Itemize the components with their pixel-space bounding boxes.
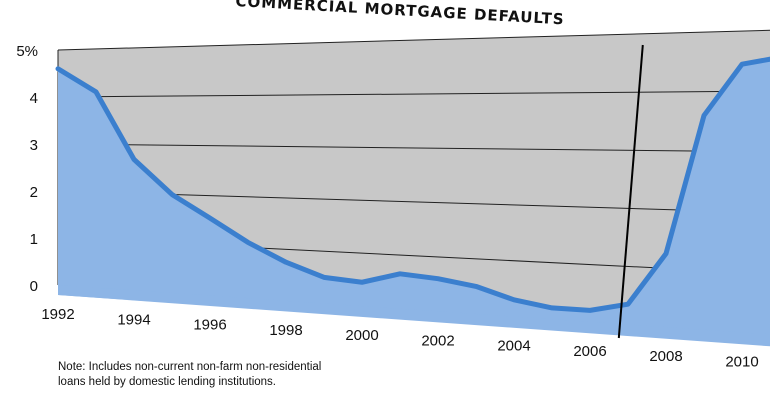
data-line — [55, 44, 770, 339]
gridline — [57, 143, 770, 153]
y-tick-label: 5% — [16, 43, 38, 60]
data-area — [58, 59, 770, 347]
chart-floor — [58, 285, 770, 347]
note-line-2: loans held by domestic lending instituti… — [58, 376, 276, 388]
x-tick-label: 2002 — [421, 332, 454, 349]
period-divider — [617, 44, 644, 339]
area-fill — [58, 59, 770, 345]
series-line — [55, 56, 770, 313]
gridline — [57, 29, 770, 51]
x-tick-label: 2000 — [345, 327, 378, 344]
x-tick-label: 2004 — [497, 338, 530, 355]
x-tick-label: 1992 — [41, 306, 74, 323]
y-tick-label: 4 — [30, 90, 38, 107]
note-line-1: Note: Includes non-current non-farm non-… — [58, 361, 322, 373]
gridline — [57, 90, 770, 98]
x-tick-label: 1998 — [269, 322, 302, 339]
x-tick-label: 2010 — [725, 353, 758, 370]
y-tick-label: 1 — [30, 231, 38, 248]
x-tick-label: 2008 — [649, 348, 682, 365]
y-tick-label: 3 — [30, 137, 38, 154]
x-tick-label: 1996 — [193, 317, 226, 334]
chart-note: Note: Includes non-current non-farm non-… — [58, 360, 398, 390]
gridline — [57, 190, 770, 214]
y-tick-label: 0 — [30, 278, 38, 295]
axis-ticks: 0 1 2 3 4 5% 1992 1994 1996 1998 2000 2002 2004 2006 2… — [16, 43, 758, 370]
y-tick-label: 2 — [30, 184, 38, 201]
x-tick-label: 2006 — [573, 343, 606, 360]
x-tick-label: 1994 — [117, 311, 150, 328]
